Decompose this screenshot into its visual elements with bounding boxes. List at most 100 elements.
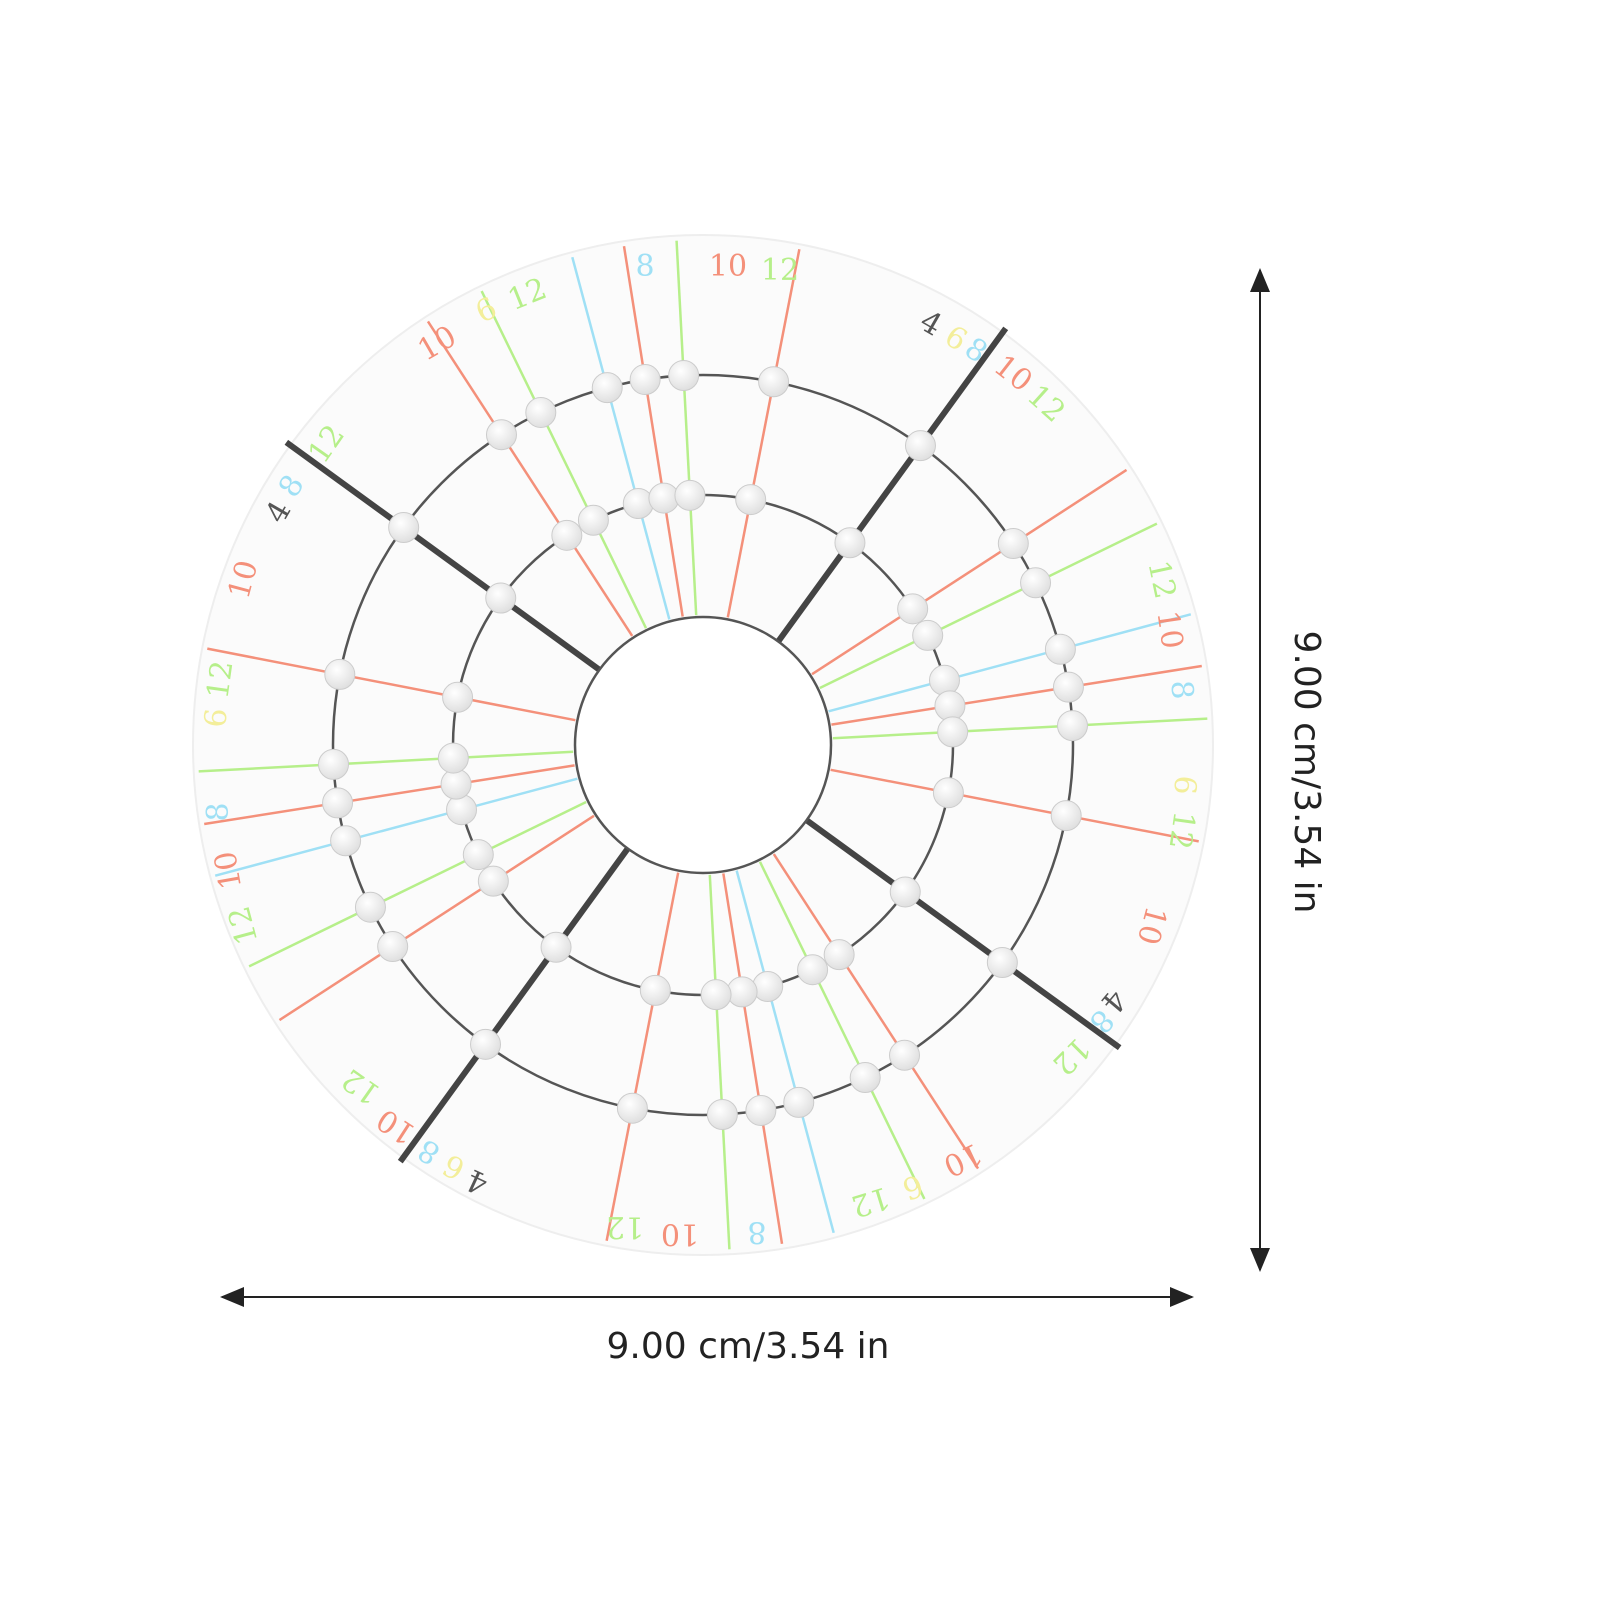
scale-label: 8	[1163, 679, 1199, 700]
bead	[897, 593, 929, 625]
bead	[889, 1039, 921, 1071]
bead	[318, 748, 350, 780]
bead	[937, 716, 969, 748]
ray	[278, 814, 595, 1022]
scale-label: 12	[1161, 809, 1201, 852]
bead	[525, 396, 557, 428]
width-label: 9.00 cm/3.54 in	[606, 1326, 889, 1367]
ray	[819, 522, 1158, 690]
bead	[783, 1086, 815, 1118]
bead	[1050, 800, 1082, 832]
bead	[591, 372, 623, 404]
ray	[480, 290, 648, 629]
ray	[214, 777, 578, 877]
bead	[823, 939, 855, 971]
bead	[322, 787, 354, 819]
scale-label: 10	[1149, 608, 1189, 651]
divider	[284, 439, 602, 673]
scale-label: 6	[1166, 774, 1202, 795]
ray	[831, 664, 1202, 726]
bead	[388, 512, 420, 544]
bead	[377, 931, 409, 963]
bead	[674, 479, 706, 511]
ray	[605, 872, 680, 1241]
bead	[622, 488, 654, 520]
scale-label: 8	[635, 249, 654, 284]
bead	[616, 1092, 648, 1124]
scale-label: 12	[1140, 557, 1182, 602]
bead	[912, 619, 944, 651]
bead	[797, 954, 829, 986]
ray	[622, 246, 684, 617]
bead	[462, 839, 494, 871]
bead	[668, 360, 700, 392]
ray	[198, 750, 574, 773]
bead	[1020, 567, 1052, 599]
divider	[775, 326, 1009, 644]
scale-label: 10	[661, 1216, 699, 1251]
bead	[758, 366, 790, 398]
bead	[639, 974, 671, 1006]
scale-label: 8	[201, 802, 236, 821]
bead	[470, 1028, 502, 1060]
bead	[324, 658, 356, 690]
divider	[397, 846, 631, 1164]
bead	[437, 742, 469, 774]
bead	[849, 1062, 881, 1094]
bead	[932, 777, 964, 809]
ray	[830, 768, 1199, 843]
bead	[648, 482, 680, 514]
bead	[1044, 633, 1076, 665]
ray	[204, 764, 575, 826]
ray	[828, 613, 1192, 713]
bead	[706, 1098, 738, 1130]
ray	[832, 717, 1208, 740]
height-label: 9.00 cm/3.54 in	[1286, 630, 1327, 913]
divider	[804, 817, 1122, 1051]
ray	[735, 870, 835, 1234]
scale-label: 8	[747, 1214, 766, 1249]
bead	[477, 865, 509, 897]
bead	[735, 484, 767, 516]
ray	[708, 874, 731, 1250]
ray	[772, 853, 980, 1170]
bead	[986, 946, 1018, 978]
bead	[700, 979, 732, 1011]
bead	[551, 519, 583, 551]
bead	[752, 970, 784, 1002]
bead	[928, 664, 960, 696]
bead	[934, 690, 966, 722]
outer-ring	[331, 373, 1075, 1117]
ray	[811, 468, 1128, 676]
bead	[540, 931, 572, 963]
bead	[485, 582, 517, 614]
ray	[207, 647, 576, 722]
ray	[571, 256, 671, 620]
bead	[1052, 671, 1084, 703]
bead	[577, 504, 609, 536]
ray	[758, 861, 926, 1200]
ray	[726, 249, 801, 618]
bead	[834, 527, 866, 559]
bead	[485, 419, 517, 451]
bead	[904, 430, 936, 462]
ray	[426, 320, 634, 637]
rays	[198, 240, 1208, 1250]
scale-label: 12	[606, 1209, 644, 1244]
beads	[318, 360, 1088, 1130]
bead	[745, 1094, 777, 1126]
ray	[248, 800, 587, 968]
scale-label: 10	[208, 848, 249, 892]
bead	[726, 976, 758, 1008]
scale-label: 6	[198, 707, 235, 729]
scale-label: 12	[201, 658, 241, 701]
bead	[330, 825, 362, 857]
bead	[440, 768, 472, 800]
bead	[997, 527, 1029, 559]
ray	[722, 873, 784, 1244]
center-circle	[573, 615, 833, 875]
bead	[629, 364, 661, 396]
bead	[446, 794, 478, 826]
scale-label: 12	[761, 253, 799, 288]
